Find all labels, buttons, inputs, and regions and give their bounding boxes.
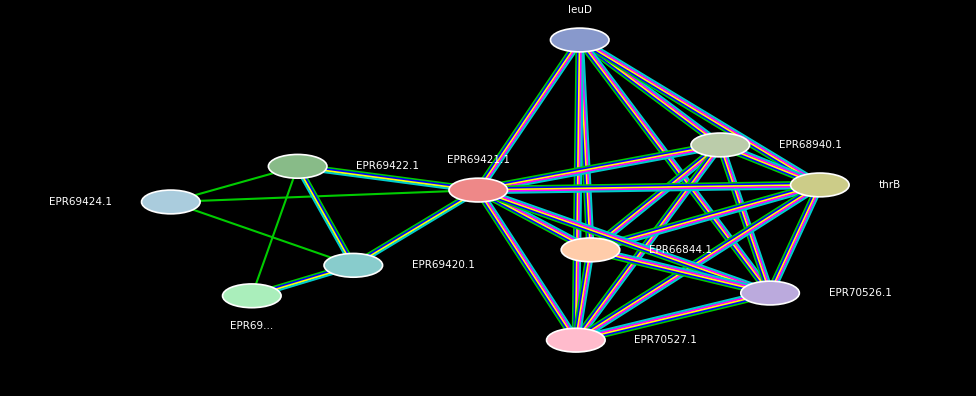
Circle shape (142, 190, 200, 214)
Text: EPR69422.1: EPR69422.1 (356, 161, 420, 171)
Circle shape (741, 281, 799, 305)
Circle shape (223, 284, 281, 308)
Text: EPR70527.1: EPR70527.1 (634, 335, 697, 345)
Circle shape (324, 253, 383, 277)
Text: EPR69421.1: EPR69421.1 (447, 155, 509, 166)
Circle shape (547, 328, 605, 352)
Text: EPR69...: EPR69... (230, 320, 273, 331)
Text: EPR69420.1: EPR69420.1 (412, 260, 474, 270)
Text: EPR66844.1: EPR66844.1 (649, 245, 712, 255)
Circle shape (791, 173, 849, 197)
Circle shape (691, 133, 750, 157)
Circle shape (550, 28, 609, 52)
Text: EPR69424.1: EPR69424.1 (49, 197, 112, 207)
Text: EPR70526.1: EPR70526.1 (829, 288, 891, 298)
Circle shape (268, 154, 327, 178)
Text: EPR68940.1: EPR68940.1 (779, 140, 841, 150)
Text: leuD: leuD (568, 5, 591, 15)
Text: thrB: thrB (878, 180, 901, 190)
Circle shape (561, 238, 620, 262)
Circle shape (449, 178, 508, 202)
